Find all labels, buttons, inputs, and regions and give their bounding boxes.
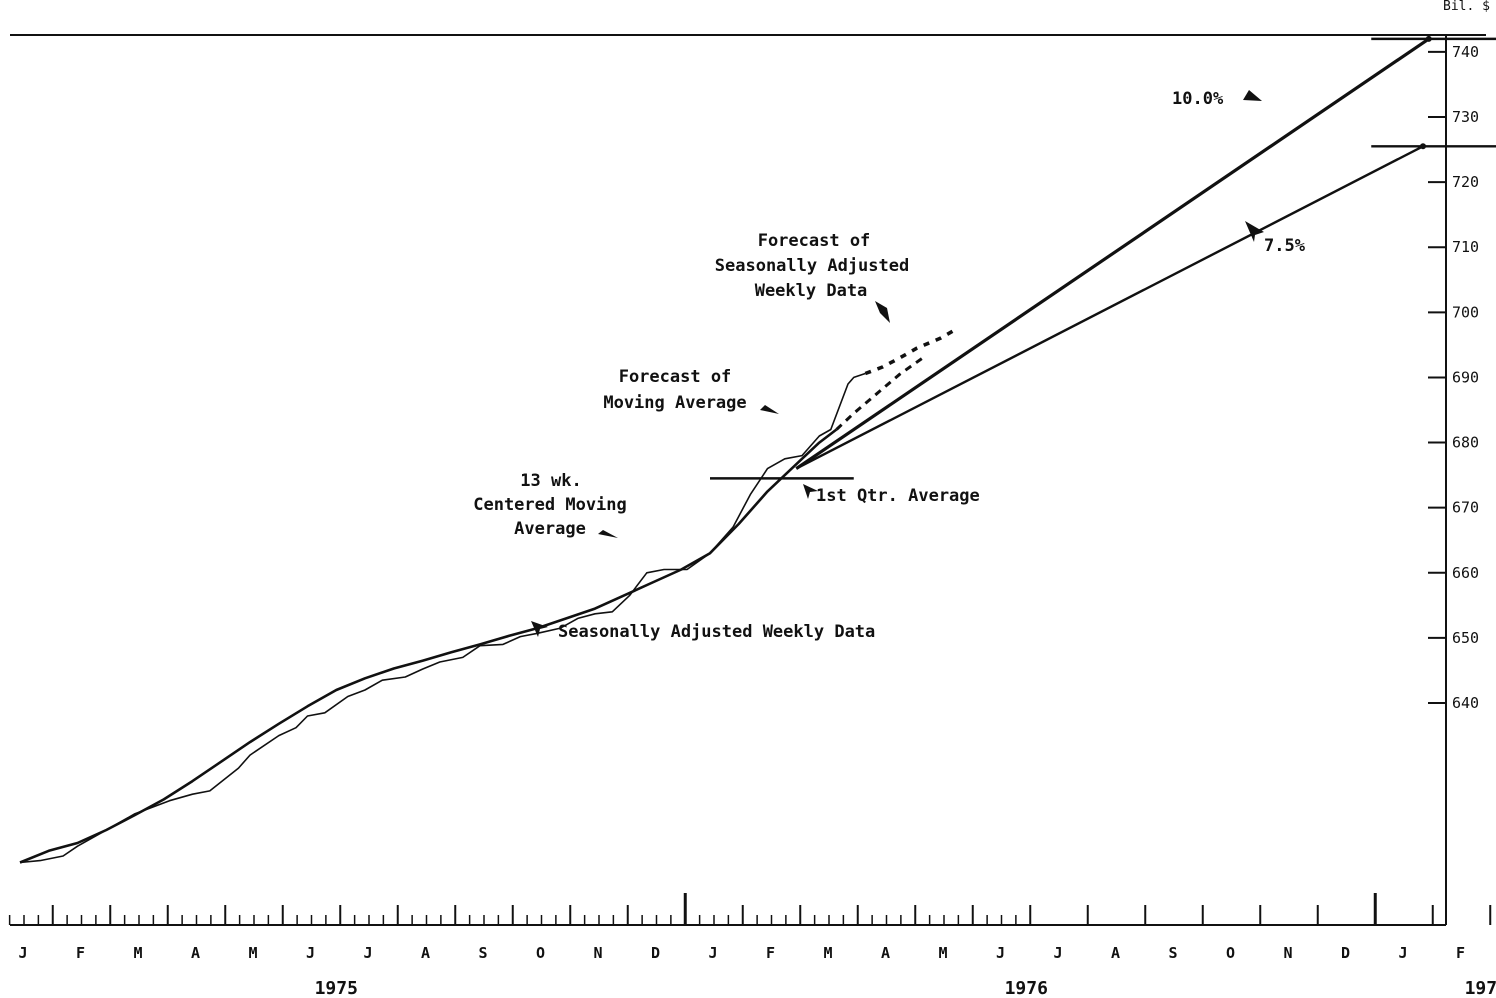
series-forecast-weekly-data [864, 327, 959, 376]
x-month-label: N [1283, 944, 1292, 962]
x-month-label: J [363, 944, 372, 962]
x-month-label: F [76, 944, 85, 962]
y-tick-label: 670 [1452, 499, 1479, 517]
x-month-label: J [708, 944, 717, 962]
x-month-label: J [1398, 944, 1407, 962]
forecast-sa-arrow [875, 301, 890, 323]
y-tick-label: 700 [1452, 303, 1479, 321]
x-month-label: S [478, 944, 487, 962]
x-month-label: M [823, 944, 832, 962]
unit-label: Bil. $ [1443, 0, 1490, 14]
quarter-average-arrow [803, 484, 818, 499]
y-tick-label: 730 [1452, 108, 1479, 126]
x-month-label: O [1226, 944, 1235, 962]
target-7-5-percent-dot [1420, 143, 1426, 150]
x-month-label: D [651, 944, 660, 962]
y-tick-label: 650 [1452, 629, 1479, 647]
x-month-label: J [1053, 944, 1062, 962]
series-forecast-moving-average [835, 356, 924, 431]
reference-lines [710, 35, 1496, 480]
forecast-sa-label-line1: Forecast of [758, 231, 871, 251]
target-10-percent-dot [1425, 35, 1432, 42]
weekly-data-arrow [531, 621, 548, 637]
series-growth-7-5-percent [795, 145, 1424, 470]
forecast-ma-arrow [760, 405, 779, 414]
weekly-data-label: Seasonally Adjusted Weekly Data [558, 622, 875, 642]
quarter-average-label: 1st Qtr. Average [816, 486, 980, 506]
x-month-label: M [248, 944, 257, 962]
x-year-label: 1976 [1005, 978, 1048, 998]
x-year-label: 1975 [315, 978, 358, 998]
x-month-label: J [996, 944, 1005, 962]
y-tick-label: 640 [1452, 694, 1479, 712]
x-month-label: M [133, 944, 142, 962]
moving-average-label-line2: Centered Moving [473, 495, 627, 515]
growth-7-5-arrow [1245, 221, 1264, 242]
x-month-label: J [18, 944, 27, 962]
x-month-label: O [536, 944, 545, 962]
y-tick-label: 690 [1452, 368, 1479, 386]
growth-10-arrow [1243, 90, 1262, 101]
series-moving-average [19, 428, 838, 864]
series-weekly-data [19, 372, 866, 864]
x-month-label: D [1341, 944, 1350, 962]
moving-average-label-line1: 13 wk. [520, 471, 581, 491]
x-axis: JFMAMJJASONDJFMAMJJASONDJFM197519761977 [8, 893, 1496, 998]
chart-frame [10, 34, 1486, 926]
y-tick-label: 740 [1452, 43, 1479, 61]
moving-average-label-line3: Average [514, 519, 586, 539]
x-month-label: F [766, 944, 775, 962]
x-month-label: A [881, 944, 890, 962]
y-tick-label: 720 [1452, 173, 1479, 191]
y-tick-label: 680 [1452, 434, 1479, 452]
growth-10-label: 10.0% [1172, 89, 1224, 109]
x-month-label: N [593, 944, 602, 962]
x-month-label: A [421, 944, 430, 962]
forecast-sa-label-line2: Seasonally Adjusted [715, 256, 909, 276]
growth-7-5-label: 7.5% [1264, 236, 1306, 256]
x-month-label: A [191, 944, 200, 962]
series-growth-10-percent [795, 37, 1430, 470]
y-tick-label: 660 [1452, 564, 1479, 582]
x-year-label: 1977 [1465, 978, 1496, 998]
forecast-ma-label-line2: Moving Average [603, 393, 746, 413]
y-tick-label: 710 [1452, 238, 1479, 256]
forecast-sa-label-line3: Weekly Data [755, 281, 868, 301]
series-layer [19, 37, 1430, 864]
x-month-label: S [1168, 944, 1177, 962]
forecast-ma-label-line1: Forecast of [619, 367, 732, 387]
y-axis: 640 650 660 670 680 690 700 710 720 730 740 [1428, 43, 1479, 712]
x-month-label: F [1456, 944, 1465, 962]
moving-average-arrow [598, 530, 618, 538]
x-month-label: J [306, 944, 315, 962]
x-month-label: M [938, 944, 947, 962]
x-month-label: A [1111, 944, 1120, 962]
